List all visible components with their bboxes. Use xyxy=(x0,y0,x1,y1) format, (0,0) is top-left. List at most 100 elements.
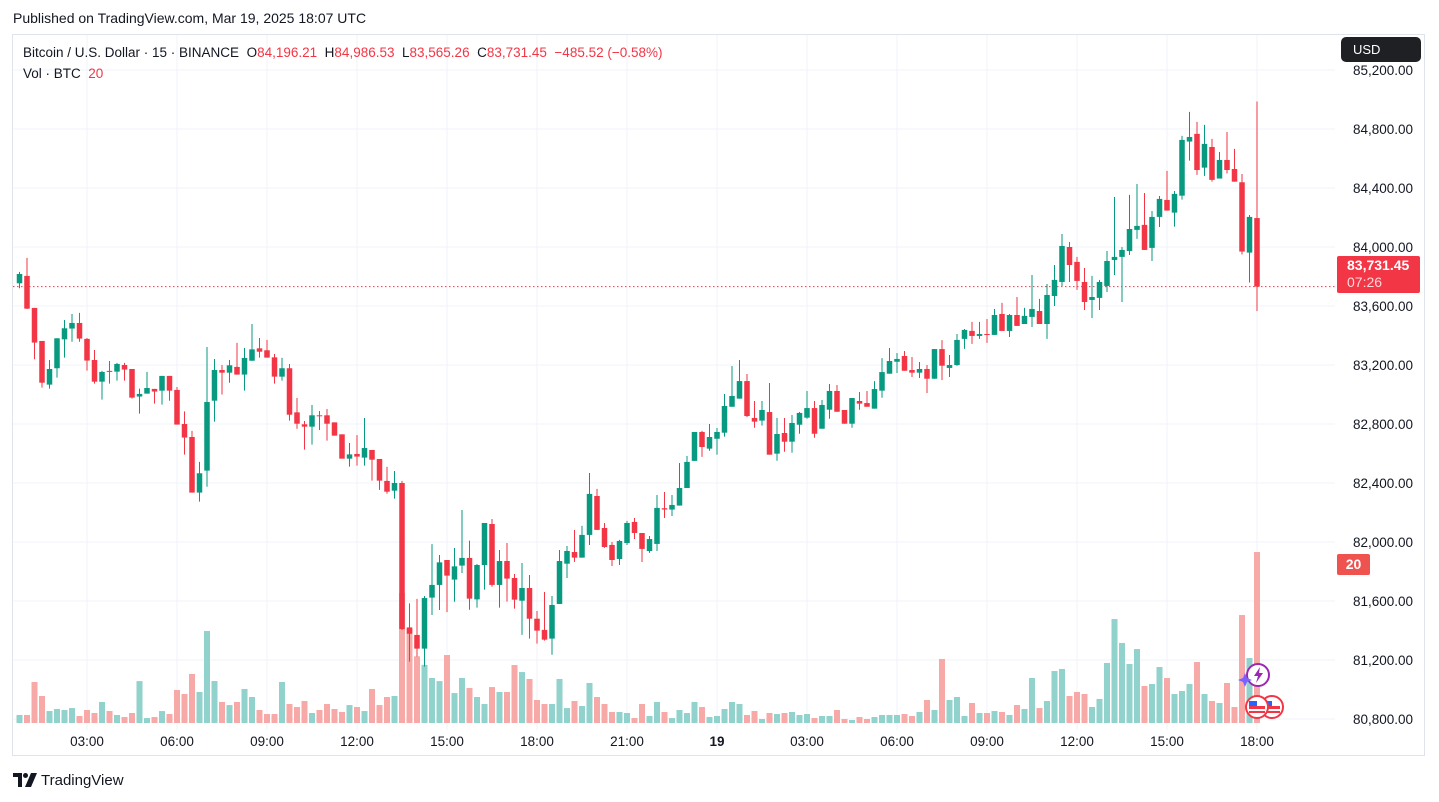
candle-body xyxy=(1216,159,1223,179)
candle-body xyxy=(781,432,788,442)
volume-bar xyxy=(69,708,75,723)
candle-body xyxy=(601,527,608,548)
volume-bar xyxy=(1156,666,1163,723)
volume-bar xyxy=(16,714,23,723)
volume-legend[interactable]: Vol · BTC 20 xyxy=(23,66,103,81)
us-flag-event-icon[interactable] xyxy=(1245,695,1269,719)
lightning-event-icon[interactable] xyxy=(1246,663,1270,687)
candle-series xyxy=(16,101,1260,667)
volume-bar xyxy=(991,711,998,723)
volume-bar xyxy=(384,697,390,723)
candle-body xyxy=(1194,133,1200,171)
candle xyxy=(174,386,180,425)
time-axis[interactable]: 03:00 06:00 09:00 12:00 15:00 18:00 21:00 19 03:… xyxy=(70,734,1274,749)
candle xyxy=(616,539,623,566)
candle xyxy=(219,365,225,395)
change-value: −485.52 (−0.58%) xyxy=(554,45,663,60)
candle-body xyxy=(324,415,330,424)
volume-bar xyxy=(1224,682,1230,723)
candle xyxy=(976,321,983,339)
candle-body xyxy=(121,365,128,370)
last-price-value: 83,731.45 xyxy=(1347,257,1410,273)
candle xyxy=(804,390,810,419)
volume-bar xyxy=(391,695,398,723)
candle-body xyxy=(1186,136,1193,142)
candle-body xyxy=(841,409,848,424)
candle xyxy=(946,354,953,377)
candle xyxy=(54,338,60,378)
time-tick-label: 03:00 xyxy=(790,734,824,749)
candle-body xyxy=(384,480,390,492)
candle-body xyxy=(181,424,188,438)
time-tick-label: 06:00 xyxy=(880,734,914,749)
volume-bar xyxy=(796,714,803,723)
candle-body xyxy=(684,461,690,489)
events-markers[interactable] xyxy=(1238,663,1284,719)
candle xyxy=(294,398,300,429)
symbol-legend[interactable]: Bitcoin / U.S. Dollar · 15 · BINANCE O84… xyxy=(23,45,663,60)
volume-bar xyxy=(436,681,443,723)
candle xyxy=(346,443,353,467)
candle xyxy=(286,363,293,421)
volume-bar xyxy=(204,631,210,723)
high-value: 84,986.53 xyxy=(334,45,395,60)
candle-body xyxy=(834,390,840,412)
volume-value: 20 xyxy=(88,66,104,81)
candle xyxy=(669,494,675,517)
grid-lines xyxy=(13,35,1335,730)
candle-body xyxy=(901,356,908,371)
candle-body xyxy=(1111,256,1118,260)
volume-bar xyxy=(496,691,503,723)
volume-bar xyxy=(1134,649,1140,723)
volume-bar xyxy=(804,714,810,723)
candle xyxy=(136,388,143,414)
tradingview-logo[interactable]: TradingView xyxy=(13,770,124,790)
candle-body xyxy=(166,375,173,391)
candle-body xyxy=(639,533,645,549)
candle-body xyxy=(819,404,825,429)
candle-body xyxy=(1066,247,1073,265)
candle xyxy=(984,318,990,343)
volume-bar xyxy=(369,688,375,723)
candle-body xyxy=(556,561,563,604)
candle-body xyxy=(24,275,30,309)
candle xyxy=(811,400,818,438)
volume-bar xyxy=(144,718,150,723)
volume-bar xyxy=(174,689,180,723)
brand-name: TradingView xyxy=(41,771,124,789)
candle xyxy=(1111,196,1118,276)
candle xyxy=(714,427,720,455)
price-tick-label: 84,400.00 xyxy=(1353,181,1413,196)
currency-button[interactable]: USD xyxy=(1341,37,1421,62)
candle xyxy=(766,382,773,455)
candle-body xyxy=(519,588,525,601)
volume-title[interactable]: Vol · BTC xyxy=(23,66,81,81)
candle-body xyxy=(1224,159,1230,171)
candle-body xyxy=(789,422,795,442)
volume-bar xyxy=(451,693,458,723)
candle xyxy=(31,307,38,360)
candle xyxy=(361,417,368,466)
symbol-title[interactable]: Bitcoin / U.S. Dollar · 15 · BINANCE xyxy=(23,45,240,60)
candle-body xyxy=(676,488,683,506)
last-price-label: 83,731.45 07:26 xyxy=(1337,256,1420,293)
candle xyxy=(496,549,503,608)
volume-bar xyxy=(946,700,953,723)
candle xyxy=(834,385,840,412)
candle xyxy=(1059,234,1065,286)
volume-bar xyxy=(256,710,263,723)
price-axis[interactable]: 85,200.00 84,800.00 84,400.00 84,000.00 83,6… xyxy=(1353,63,1413,727)
candle xyxy=(684,456,690,489)
time-tick-label: 09:00 xyxy=(250,734,284,749)
candle-body xyxy=(541,629,548,640)
candle-body xyxy=(219,370,225,373)
volume-bar xyxy=(189,674,195,723)
candle-body xyxy=(549,604,555,639)
candle xyxy=(429,544,435,616)
candle xyxy=(309,404,315,445)
candle-body xyxy=(234,366,240,375)
candle-body xyxy=(1164,199,1170,211)
price-tick-label: 85,200.00 xyxy=(1353,63,1413,78)
volume-bar xyxy=(931,710,938,723)
